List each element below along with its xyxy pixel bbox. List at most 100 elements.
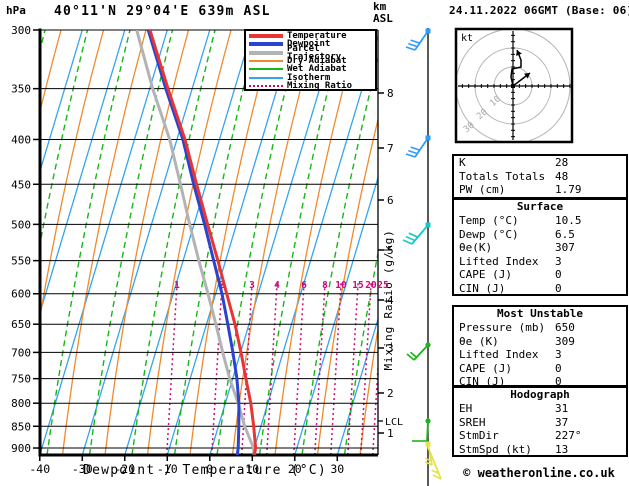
panel-row-value: 650 <box>555 321 575 334</box>
svg-text:900: 900 <box>11 442 31 455</box>
panel-row-label: θe (K) <box>459 334 499 348</box>
svg-text:1: 1 <box>387 427 394 440</box>
legend-swatch <box>249 34 283 39</box>
panel-section-title: Most Unstable <box>496 307 584 320</box>
panel-row: StmSpd (kt) 13 <box>454 443 626 457</box>
legend-swatch <box>249 60 283 63</box>
svg-text:850: 850 <box>11 420 31 433</box>
svg-text:3: 3 <box>387 342 394 355</box>
legend-item: Parcel Trajectory <box>249 44 375 61</box>
legend-swatch <box>249 68 283 71</box>
panel-row: StmDir 227° <box>454 429 626 443</box>
panel-row-label: CIN (J) <box>459 281 506 295</box>
panel-row-label: Lifted Index <box>459 254 539 268</box>
panel-row: Lifted Index 3 <box>454 348 626 362</box>
svg-text:500: 500 <box>11 218 31 231</box>
panel-row-label: CIN (J) <box>459 375 506 388</box>
svg-text:4: 4 <box>274 280 280 291</box>
svg-text:10: 10 <box>245 462 259 476</box>
svg-text:2: 2 <box>219 280 225 291</box>
svg-text:0: 0 <box>206 462 213 476</box>
dewpoint-line <box>146 30 241 455</box>
svg-text:350: 350 <box>11 83 31 96</box>
legend-swatch <box>249 84 283 87</box>
panel-row: θe(K) 307 <box>454 241 626 255</box>
altitude-unit-label: km ASL <box>373 1 393 25</box>
legend-item: Dewpoint <box>249 39 375 50</box>
panel-row-label: Lifted Index <box>459 348 539 361</box>
svg-text:5: 5 <box>387 244 394 257</box>
svg-text:10: 10 <box>335 280 347 291</box>
mixing-ratio-tick-labels: 1 2 3 4 6 8 10 15 20 25 <box>174 280 389 291</box>
svg-text:700: 700 <box>11 346 31 359</box>
panel-row-value: 48 <box>555 169 569 183</box>
svg-text:-40: -40 <box>29 462 50 476</box>
svg-text:8: 8 <box>322 280 328 291</box>
panel-row-label: Temp (°C) <box>459 214 519 227</box>
svg-text:-30: -30 <box>72 462 93 476</box>
panel-row-value: 0 <box>555 281 562 295</box>
wind-barb-icon <box>427 446 442 480</box>
svg-text:8: 8 <box>387 87 394 100</box>
temperature-line <box>148 30 258 455</box>
wind-barb-column <box>402 28 442 486</box>
svg-text:300: 300 <box>11 24 31 37</box>
svg-text:2: 2 <box>387 387 394 400</box>
wind-barb-icon <box>405 135 431 158</box>
svg-text:6: 6 <box>301 280 307 291</box>
panel-row-value: 3 <box>555 254 562 268</box>
svg-text:400: 400 <box>11 133 31 146</box>
panel-row-value: 28 <box>555 156 569 169</box>
wind-barb-icon <box>406 342 431 361</box>
hodograph-unit-label: kt <box>461 33 473 44</box>
pressure-axis: 300 350 400 450 500 550 600 650 700 750 800 850 900 <box>11 24 379 457</box>
legend-swatch <box>249 50 283 55</box>
panel-row-label: CAPE (J) <box>459 361 512 375</box>
panel-row: EH 31 <box>454 402 626 416</box>
panel-row-value: 0 <box>555 268 562 281</box>
parcel-trajectory-line <box>135 30 256 455</box>
temperature-axis: -40 -30 -20 -10 0 10 20 30 <box>29 455 344 476</box>
panel-row: CIN (J) 0 <box>454 282 626 296</box>
panel-row: PW (cm) 1.79 <box>454 183 626 197</box>
legend-label: Mixing Ratio <box>287 80 353 91</box>
svg-text:550: 550 <box>11 255 31 268</box>
legend-item: Mixing Ratio <box>249 80 375 91</box>
svg-text:6: 6 <box>387 194 394 207</box>
panel-row-label: K <box>459 156 466 169</box>
legend-label: Temperature <box>287 31 347 42</box>
panel-row-label: Totals Totals <box>459 169 546 183</box>
svg-text:450: 450 <box>11 178 31 191</box>
svg-text:4: 4 <box>387 294 394 307</box>
svg-text:20: 20 <box>365 280 377 291</box>
svg-text:30: 30 <box>330 462 344 476</box>
legend-label: Dewpoint <box>287 39 331 50</box>
panel-row: θe (K) 309 <box>454 335 626 349</box>
legend-label: Parcel Trajectory <box>287 43 342 62</box>
legend-swatch <box>249 76 283 79</box>
svg-text:3: 3 <box>249 280 255 291</box>
panel-row-value: 13 <box>555 442 569 456</box>
legend-item: Temperature <box>249 31 375 42</box>
panel-row: Temp (°C) 10.5 <box>454 214 626 228</box>
svg-text:750: 750 <box>11 373 31 386</box>
panel-row-label: Pressure (mb) <box>459 321 546 334</box>
credit-footer: © weatheronline.co.uk <box>463 466 615 480</box>
panel-row-label: StmSpd (kt) <box>459 442 532 456</box>
panel-row-value: 1.79 <box>555 183 582 196</box>
svg-text:-10: -10 <box>157 462 178 476</box>
wind-barb-icon <box>405 28 431 51</box>
pressure-unit-label: hPa <box>6 4 26 17</box>
wind-barb-icon <box>402 222 431 245</box>
svg-text:15: 15 <box>352 280 364 291</box>
svg-text:1: 1 <box>174 280 180 291</box>
panel-row-label: θe(K) <box>459 241 493 254</box>
panel-row-value: 31 <box>555 402 569 415</box>
panel-row: SREH 37 <box>454 416 626 430</box>
wind-barb-icon <box>412 418 431 442</box>
panel-row-label: CAPE (J) <box>459 268 512 281</box>
